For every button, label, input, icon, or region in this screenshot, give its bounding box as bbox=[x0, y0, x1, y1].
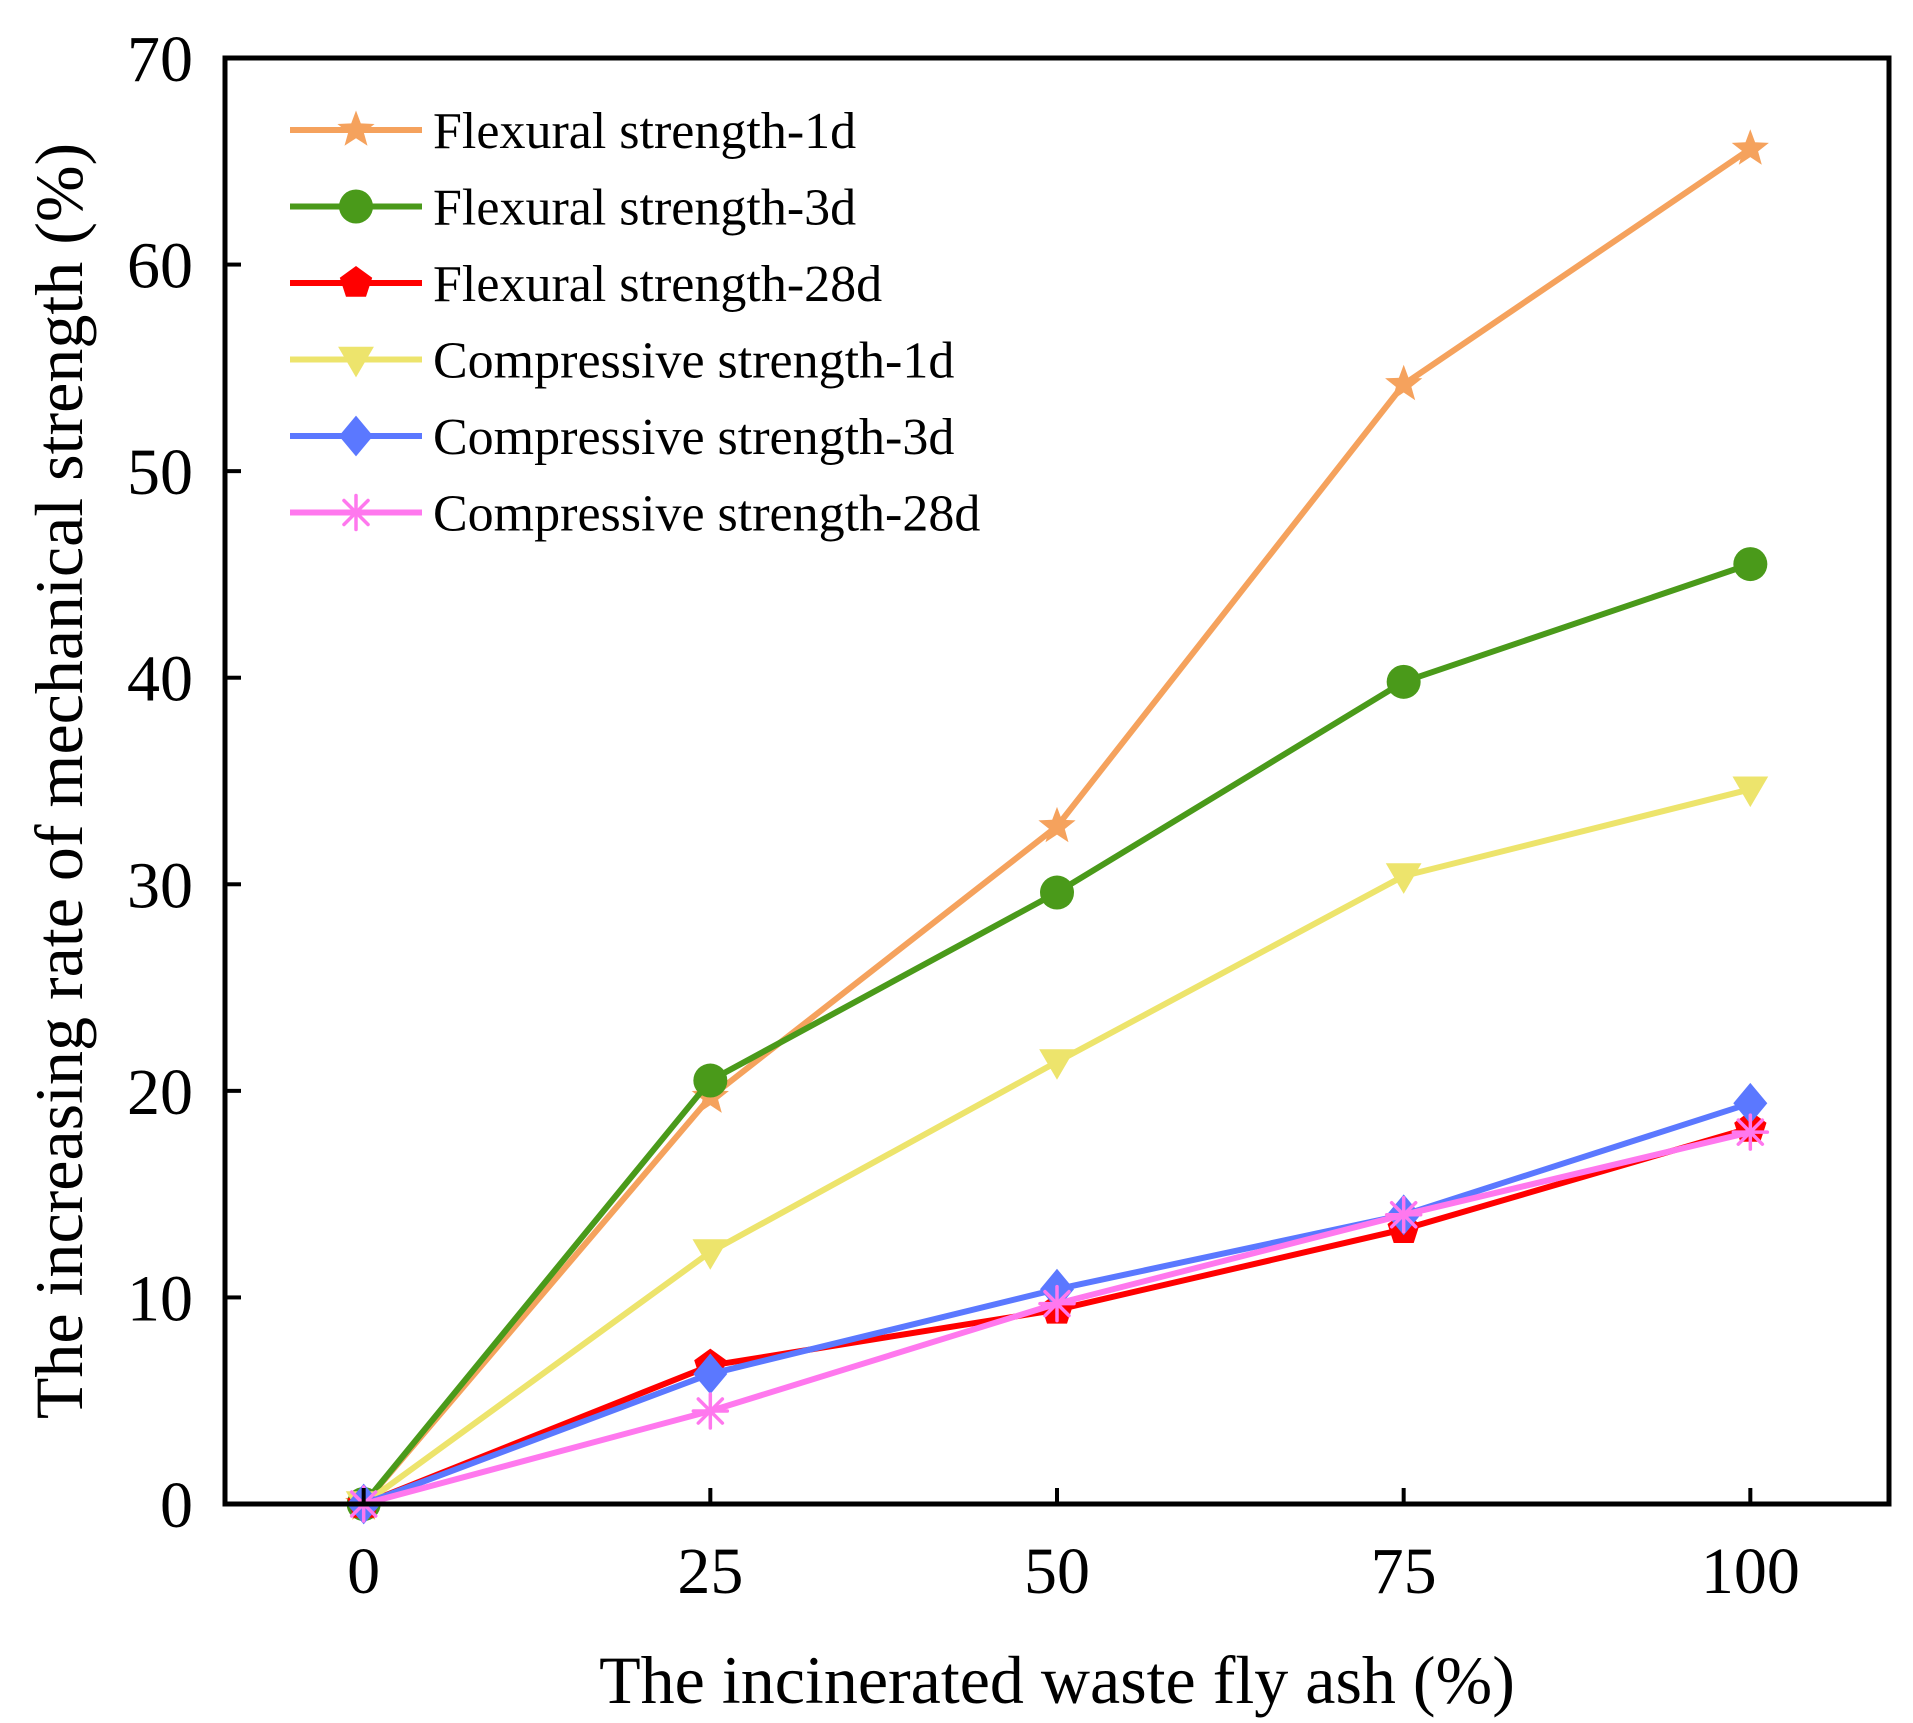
x-axis-title: The incinerated waste fly ash (%) bbox=[599, 1642, 1515, 1718]
legend-label: Flexural strength-3d bbox=[433, 180, 856, 237]
legend: Flexural strength-1d Flexural strength-3d… bbox=[290, 103, 980, 543]
legend-item: Compressive strength-1d bbox=[290, 333, 954, 390]
data-point bbox=[691, 1392, 730, 1430]
legend-label: Flexural strength-28d bbox=[433, 256, 882, 313]
data-point bbox=[1038, 806, 1076, 843]
y-axis: 0 10 20 30 40 50 60 70 bbox=[127, 23, 241, 1542]
y-tick-label: 40 bbox=[127, 643, 193, 716]
y-axis-title: The increasing rate of mechanical streng… bbox=[21, 143, 97, 1419]
legend-item: Flexural strength-28d bbox=[290, 256, 882, 313]
legend-label: Flexural strength-1d bbox=[433, 103, 856, 160]
legend-marker bbox=[337, 493, 375, 532]
x-tick-label: 25 bbox=[677, 1535, 743, 1608]
y-tick-label: 30 bbox=[127, 849, 193, 922]
data-point bbox=[1731, 1113, 1770, 1151]
data-point bbox=[1732, 776, 1769, 808]
data-point bbox=[693, 1353, 728, 1395]
legend-label: Compressive strength-3d bbox=[433, 409, 954, 466]
y-tick-label: 70 bbox=[127, 23, 193, 96]
legend-label: Compressive strength-28d bbox=[433, 486, 980, 543]
x-tick-label: 75 bbox=[1371, 1535, 1437, 1608]
y-tick-label: 50 bbox=[127, 436, 193, 509]
x-tick-label: 0 bbox=[347, 1535, 380, 1608]
x-tick-label: 100 bbox=[1701, 1535, 1800, 1608]
legend-marker bbox=[338, 346, 374, 378]
legend-marker bbox=[337, 110, 375, 146]
y-tick-label: 20 bbox=[127, 1056, 193, 1129]
y-tick-label: 10 bbox=[127, 1262, 193, 1335]
series-6 bbox=[344, 1113, 1770, 1523]
data-point bbox=[1038, 1284, 1076, 1323]
data-point bbox=[1385, 863, 1422, 894]
data-point bbox=[692, 1239, 729, 1270]
legend-item: Flexural strength-1d bbox=[290, 103, 856, 160]
legend-marker bbox=[339, 415, 373, 457]
legend-item: Compressive strength-3d bbox=[290, 409, 954, 466]
data-point bbox=[1731, 129, 1769, 165]
data-point bbox=[1385, 364, 1423, 401]
legend-marker bbox=[339, 189, 373, 224]
series-layer bbox=[344, 129, 1770, 1525]
x-axis: 0 25 50 75 100 bbox=[347, 1488, 1800, 1608]
data-point bbox=[1040, 875, 1074, 910]
data-point bbox=[1733, 547, 1768, 582]
legend-marker bbox=[339, 266, 373, 297]
legend-item: Compressive strength-28d bbox=[290, 486, 980, 543]
legend-item: Flexural strength-3d bbox=[290, 180, 856, 237]
y-tick-label: 0 bbox=[160, 1469, 193, 1542]
data-point bbox=[1384, 1196, 1423, 1234]
data-point bbox=[693, 1063, 728, 1098]
series-line bbox=[361, 561, 1752, 1506]
y-tick-label: 60 bbox=[127, 230, 193, 303]
legend-label: Compressive strength-1d bbox=[433, 333, 954, 390]
data-point bbox=[1039, 1049, 1075, 1080]
data-point bbox=[1386, 664, 1421, 699]
data-point bbox=[1733, 1082, 1768, 1124]
x-tick-label: 50 bbox=[1024, 1535, 1090, 1608]
series-2 bbox=[346, 547, 1768, 1521]
